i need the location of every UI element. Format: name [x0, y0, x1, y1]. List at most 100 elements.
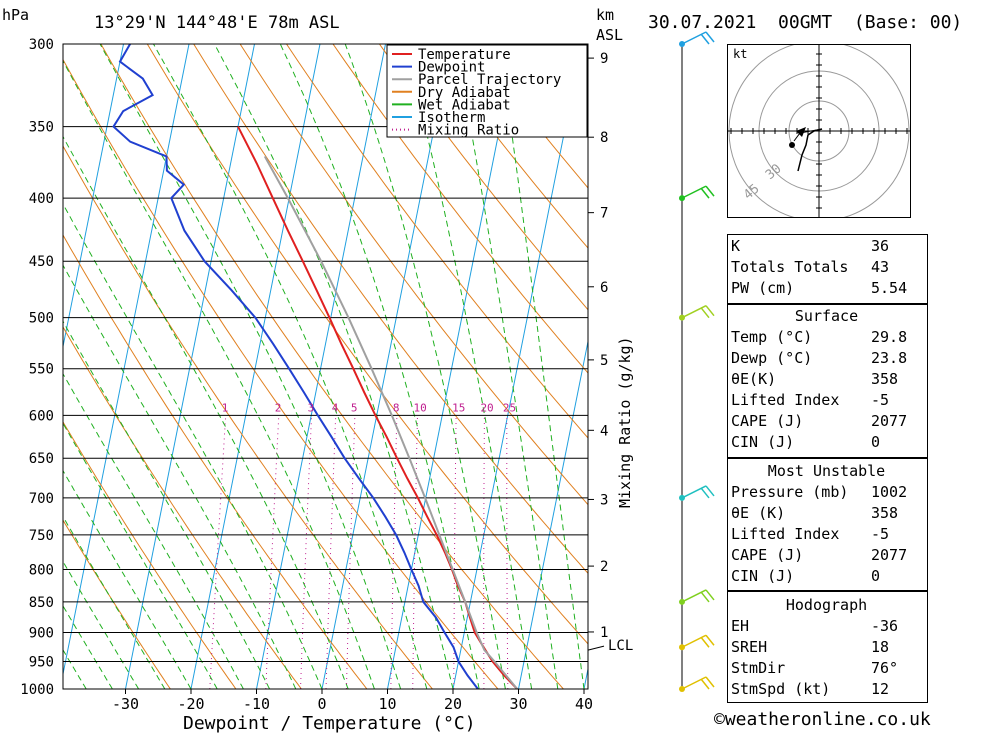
dry-adiabat-line [471, 44, 588, 189]
hodograph-table-value: 12 [871, 679, 890, 698]
temperature-tick-label: 20 [444, 695, 462, 713]
height-km-tick-label: 1 [600, 625, 608, 641]
most-unstable-value: 0 [871, 566, 881, 585]
datetime-label: 30.07.2021 00GMT (Base: 00) [648, 12, 963, 33]
wind-barb [681, 634, 715, 648]
height-km-tick-label: 9 [600, 51, 608, 67]
wind-barb [681, 589, 715, 603]
dry-adiabat-line [704, 44, 720, 689]
hodograph-table-value: 18 [871, 637, 890, 656]
wind-barb [681, 304, 715, 319]
dewpoint-line [112, 44, 479, 689]
surface-table: Surface Temp (°C) 29.8 Dewp (°C) 23.8 θE(K… [727, 305, 926, 452]
wet-adiabat-line [63, 604, 113, 689]
asl-label: ASL [596, 26, 623, 44]
hodograph-table-label: StmDir [731, 658, 786, 677]
pressure-tick-label: 750 [29, 528, 54, 544]
surface-value: 358 [871, 369, 899, 388]
pressure-tick-label: 950 [29, 655, 54, 671]
legend-label: Temperature [418, 47, 511, 63]
height-km-tick-label: 5 [600, 353, 608, 369]
hodograph-ring-label: 30 [763, 161, 785, 183]
most-unstable-label: CIN (J) [731, 566, 795, 585]
hodograph-table-label: SREH [731, 637, 768, 656]
surface-box [727, 304, 928, 458]
index-row: K 36 [727, 235, 911, 256]
location-title: 13°29'N 144°48'E 78m ASL [94, 13, 340, 33]
most-unstable-label: Lifted Index [731, 524, 840, 543]
most-unstable-value: -5 [871, 524, 890, 543]
most-unstable-label: θE (K) [731, 503, 786, 522]
height-km-tick-label: 2 [600, 559, 608, 575]
pressure-tick-label: 700 [29, 491, 54, 507]
pressure-tick-label: 650 [29, 451, 54, 467]
dry-adiabat-line [100, 44, 564, 689]
wet-adiabat-line [63, 135, 349, 689]
most-unstable-table: Most Unstable Pressure (mb) 1002 θE (K) 35… [727, 460, 926, 586]
dry-adiabat-line [425, 44, 588, 249]
pressure-tick-label: 850 [29, 595, 54, 611]
dry-adiabat-line [63, 519, 171, 689]
wet-adiabat-line [279, 44, 480, 689]
pressure-tick-label: 400 [29, 191, 54, 207]
skew-t-chart: 3003504004505005506006507007508008509009… [2, 6, 721, 733]
legend-label: Dewpoint [418, 60, 485, 76]
mixing-ratio-label: 8 [393, 401, 400, 414]
most-unstable-box [727, 458, 928, 591]
pressure-tick-label: 300 [29, 37, 54, 53]
wet-adiabat-line [63, 59, 375, 689]
index-row: Totals Totals 43 [727, 256, 911, 277]
mixing-ratio-label: 15 [452, 401, 465, 414]
mixing-ratio-label: 1 [222, 401, 229, 414]
pressure-tick-label: 550 [29, 362, 54, 378]
hodograph-table-label: StmSpd (kt) [731, 679, 831, 698]
surface-value: -5 [871, 390, 890, 409]
pressure-tick-label: 350 [29, 120, 54, 136]
storm-motion-point [789, 142, 795, 148]
isotherm-line [63, 44, 190, 677]
hodograph-table-value: -36 [871, 616, 899, 635]
legend-label: Mixing Ratio [418, 123, 519, 139]
mixing-ratio-line [506, 415, 509, 689]
pressure-tick-label: 800 [29, 562, 54, 578]
mixing-ratio-label: 2 [275, 401, 282, 414]
legend-label: Wet Adiabat [418, 97, 511, 113]
legend-label: Isotherm [418, 110, 485, 126]
isotherm-line [650, 44, 721, 689]
surface-label: Temp (°C) [731, 327, 813, 346]
copyright-link[interactable]: ©weatheronline.co.uk [714, 709, 931, 730]
wet-adiabat-line [63, 203, 323, 689]
wet-adiabat-line [153, 44, 428, 689]
surface-label: CAPE (J) [731, 411, 804, 430]
isotherm-line [321, 44, 452, 689]
mixing-ratio-line [325, 415, 337, 689]
hodograph-ring-label: 45 [741, 181, 763, 203]
wet-adiabat-line [63, 560, 140, 689]
hodograph-table: Hodograph EH -36 SREH 18 StmDir 76° StmSpd … [727, 594, 926, 699]
mixing-ratio-label: 3 [308, 401, 315, 414]
pressure-tick-label: 600 [29, 408, 54, 424]
index-value: 5.54 [871, 278, 908, 297]
km-label: km [596, 6, 614, 24]
wet-adiabat-line [344, 44, 506, 689]
height-km-tick-label: 8 [600, 130, 608, 146]
height-km-tick-label: 7 [600, 206, 608, 222]
wind-barb [681, 676, 715, 690]
most-unstable-value: 2077 [871, 545, 908, 564]
dry-adiabat-line [286, 44, 588, 439]
hodograph-table-label: EH [731, 616, 750, 635]
temperature-tick-label: -30 [112, 695, 139, 713]
x-axis-label: Dewpoint / Temperature (°C) [183, 713, 476, 733]
mixing-ratio-label: 25 [503, 401, 516, 414]
surface-value: 29.8 [871, 327, 908, 346]
wind-barb [681, 485, 715, 499]
pressure-tick-label: 500 [29, 311, 54, 327]
lcl-marker [587, 645, 605, 651]
most-unstable-label: CAPE (J) [731, 545, 804, 564]
hodograph-table-box [727, 591, 928, 703]
dry-adiabat-line [332, 44, 588, 374]
surface-label: Dewp (°C) [731, 348, 813, 367]
temperature-tick-label: 0 [317, 695, 326, 713]
dry-adiabat-line [63, 234, 368, 689]
hpa-label: hPa [2, 6, 29, 24]
